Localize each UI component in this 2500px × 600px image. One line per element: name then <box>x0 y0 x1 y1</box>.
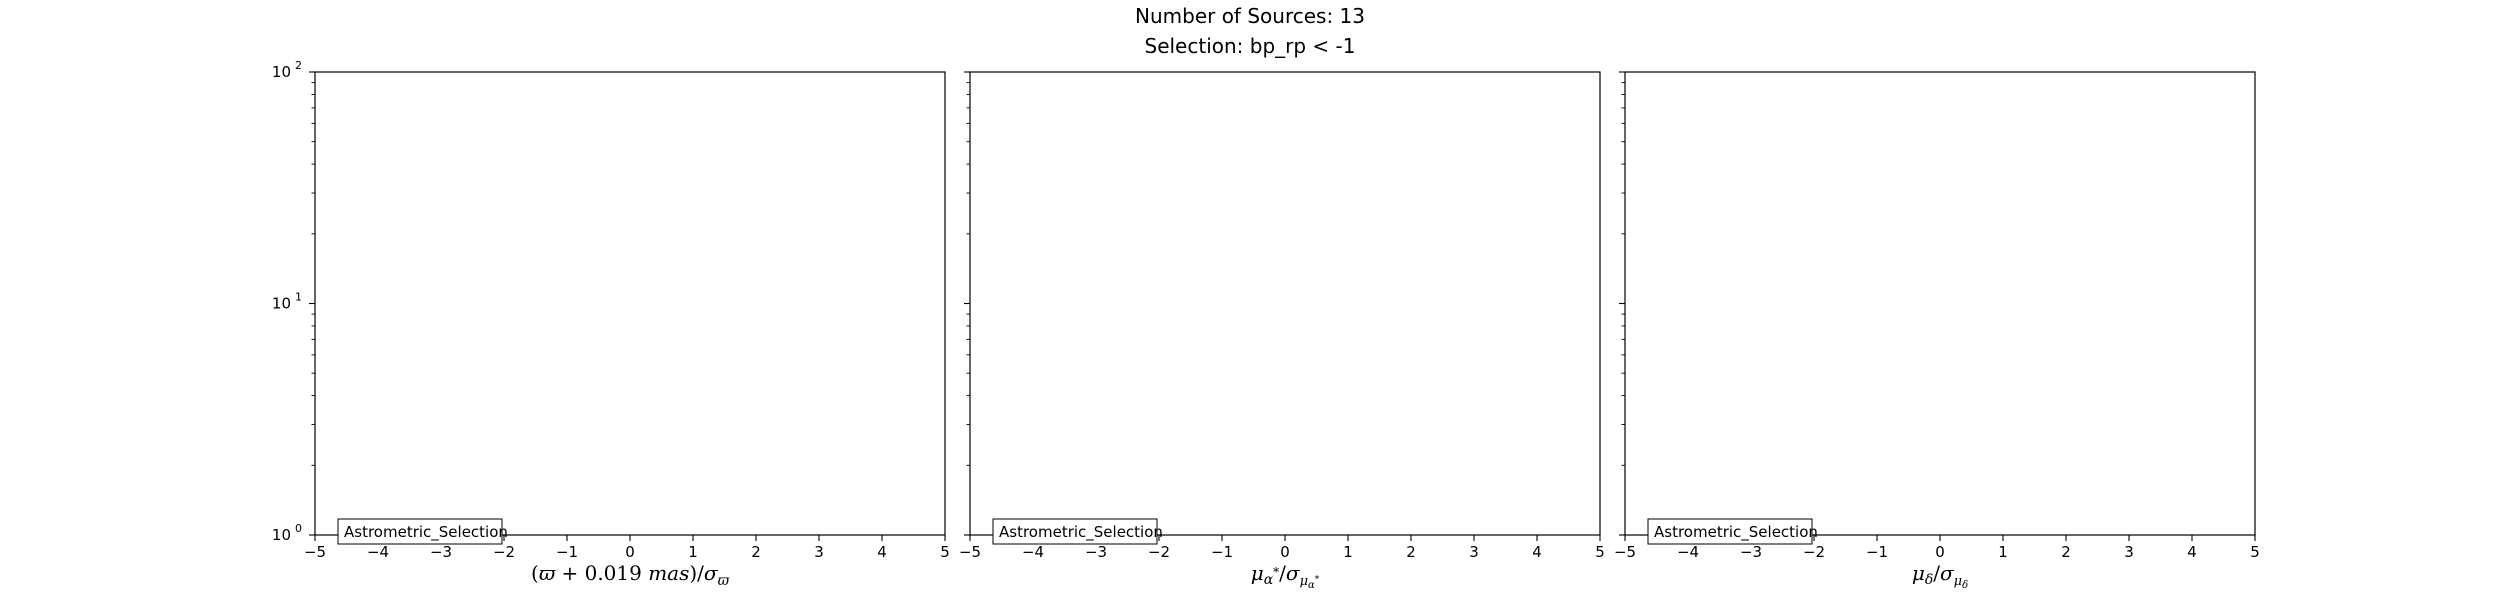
x-tick-label: −5 <box>1614 543 1636 561</box>
x-tick-label: 4 <box>877 543 887 561</box>
legend-box <box>992 518 1158 545</box>
x-tick-label: −3 <box>430 543 452 561</box>
plot-frame <box>1624 71 2256 536</box>
x-tick-label: −1 <box>556 543 578 561</box>
y-tick-exponent: 1 <box>295 291 302 304</box>
y-tick-label: 10 <box>272 295 291 313</box>
panel-parallax: −5 −4 −3 −2 −1 0 1 2 3 4 5 10 0 10 1 10 2 Astrometric_S… <box>272 59 950 589</box>
x-tick-label: −4 <box>1022 543 1044 561</box>
x-tick-label: 1 <box>1343 543 1353 561</box>
x-axis-label: μδ/σμδ <box>1912 561 1968 591</box>
x-tick-label: −2 <box>493 543 515 561</box>
y-tick-exponent: 2 <box>295 59 302 72</box>
x-tick-label: 1 <box>688 543 698 561</box>
x-tick-label: −2 <box>1148 543 1170 561</box>
legend: Astrometric_Selection <box>992 518 1163 545</box>
x-tick-label: −4 <box>1677 543 1699 561</box>
y-tick-label: 10 <box>272 63 291 81</box>
x-tick-label: 5 <box>2250 543 2260 561</box>
figure-title-sources: Number of Sources: 13 <box>1135 4 1365 28</box>
x-tick-label: −5 <box>959 543 981 561</box>
x-tick-label: 5 <box>940 543 950 561</box>
legend: Astrometric_Selection <box>1647 518 1818 545</box>
legend-label: Astrometric_Selection <box>999 523 1163 542</box>
panel-pmra: −5 −4 −3 −2 −1 0 1 2 3 4 5 Astrometric_Selection μ… <box>959 71 1605 591</box>
x-axis: −5 −4 −3 −2 −1 0 1 2 3 4 5 <box>304 535 950 561</box>
x-axis-label: (ϖ + 0.019 mas)/σϖ <box>531 561 730 589</box>
y-tick-exponent: 0 <box>295 522 302 535</box>
x-tick-label: 1 <box>1998 543 2008 561</box>
x-tick-label: 0 <box>1935 543 1945 561</box>
x-tick-label: 2 <box>2061 543 2071 561</box>
y-axis <box>964 71 970 536</box>
x-tick-label: 4 <box>2187 543 2197 561</box>
x-tick-label: 0 <box>625 543 635 561</box>
figure-title-selection: Selection: bp_rp < -1 <box>1144 34 1356 58</box>
x-tick-label: 0 <box>1280 543 1290 561</box>
x-tick-label: 2 <box>751 543 761 561</box>
y-axis: 10 0 10 1 10 2 <box>272 59 315 544</box>
legend-label: Astrometric_Selection <box>344 523 508 542</box>
x-tick-label: −1 <box>1866 543 1888 561</box>
x-tick-label: 2 <box>1406 543 1416 561</box>
legend-box <box>1647 518 1813 545</box>
x-tick-label: −1 <box>1211 543 1233 561</box>
x-tick-label: −2 <box>1803 543 1825 561</box>
y-axis <box>1619 71 1625 536</box>
x-tick-label: −3 <box>1085 543 1107 561</box>
x-tick-label: −5 <box>304 543 326 561</box>
x-axis-label: μα*/σμα* <box>1251 561 1320 591</box>
x-tick-label: 3 <box>2124 543 2134 561</box>
x-axis: −5 −4 −3 −2 −1 0 1 2 3 4 5 <box>959 535 1605 561</box>
y-tick-label: 10 <box>272 526 291 544</box>
x-tick-label: 5 <box>1595 543 1605 561</box>
plot-frame <box>969 71 1601 536</box>
legend-label: Astrometric_Selection <box>1654 523 1818 542</box>
plot-frame <box>314 71 946 536</box>
x-tick-label: 3 <box>1469 543 1479 561</box>
x-axis: −5 −4 −3 −2 −1 0 1 2 3 4 5 <box>1614 535 2260 561</box>
legend: Astrometric_Selection <box>337 518 508 545</box>
legend-box <box>337 518 503 545</box>
x-tick-label: 3 <box>814 543 824 561</box>
x-tick-label: −3 <box>1740 543 1762 561</box>
panel-pmdec: −5 −4 −3 −2 −1 0 1 2 3 4 5 Astrometric_Selection μ… <box>1614 71 2260 591</box>
x-tick-label: 4 <box>1532 543 1542 561</box>
x-tick-label: −4 <box>367 543 389 561</box>
